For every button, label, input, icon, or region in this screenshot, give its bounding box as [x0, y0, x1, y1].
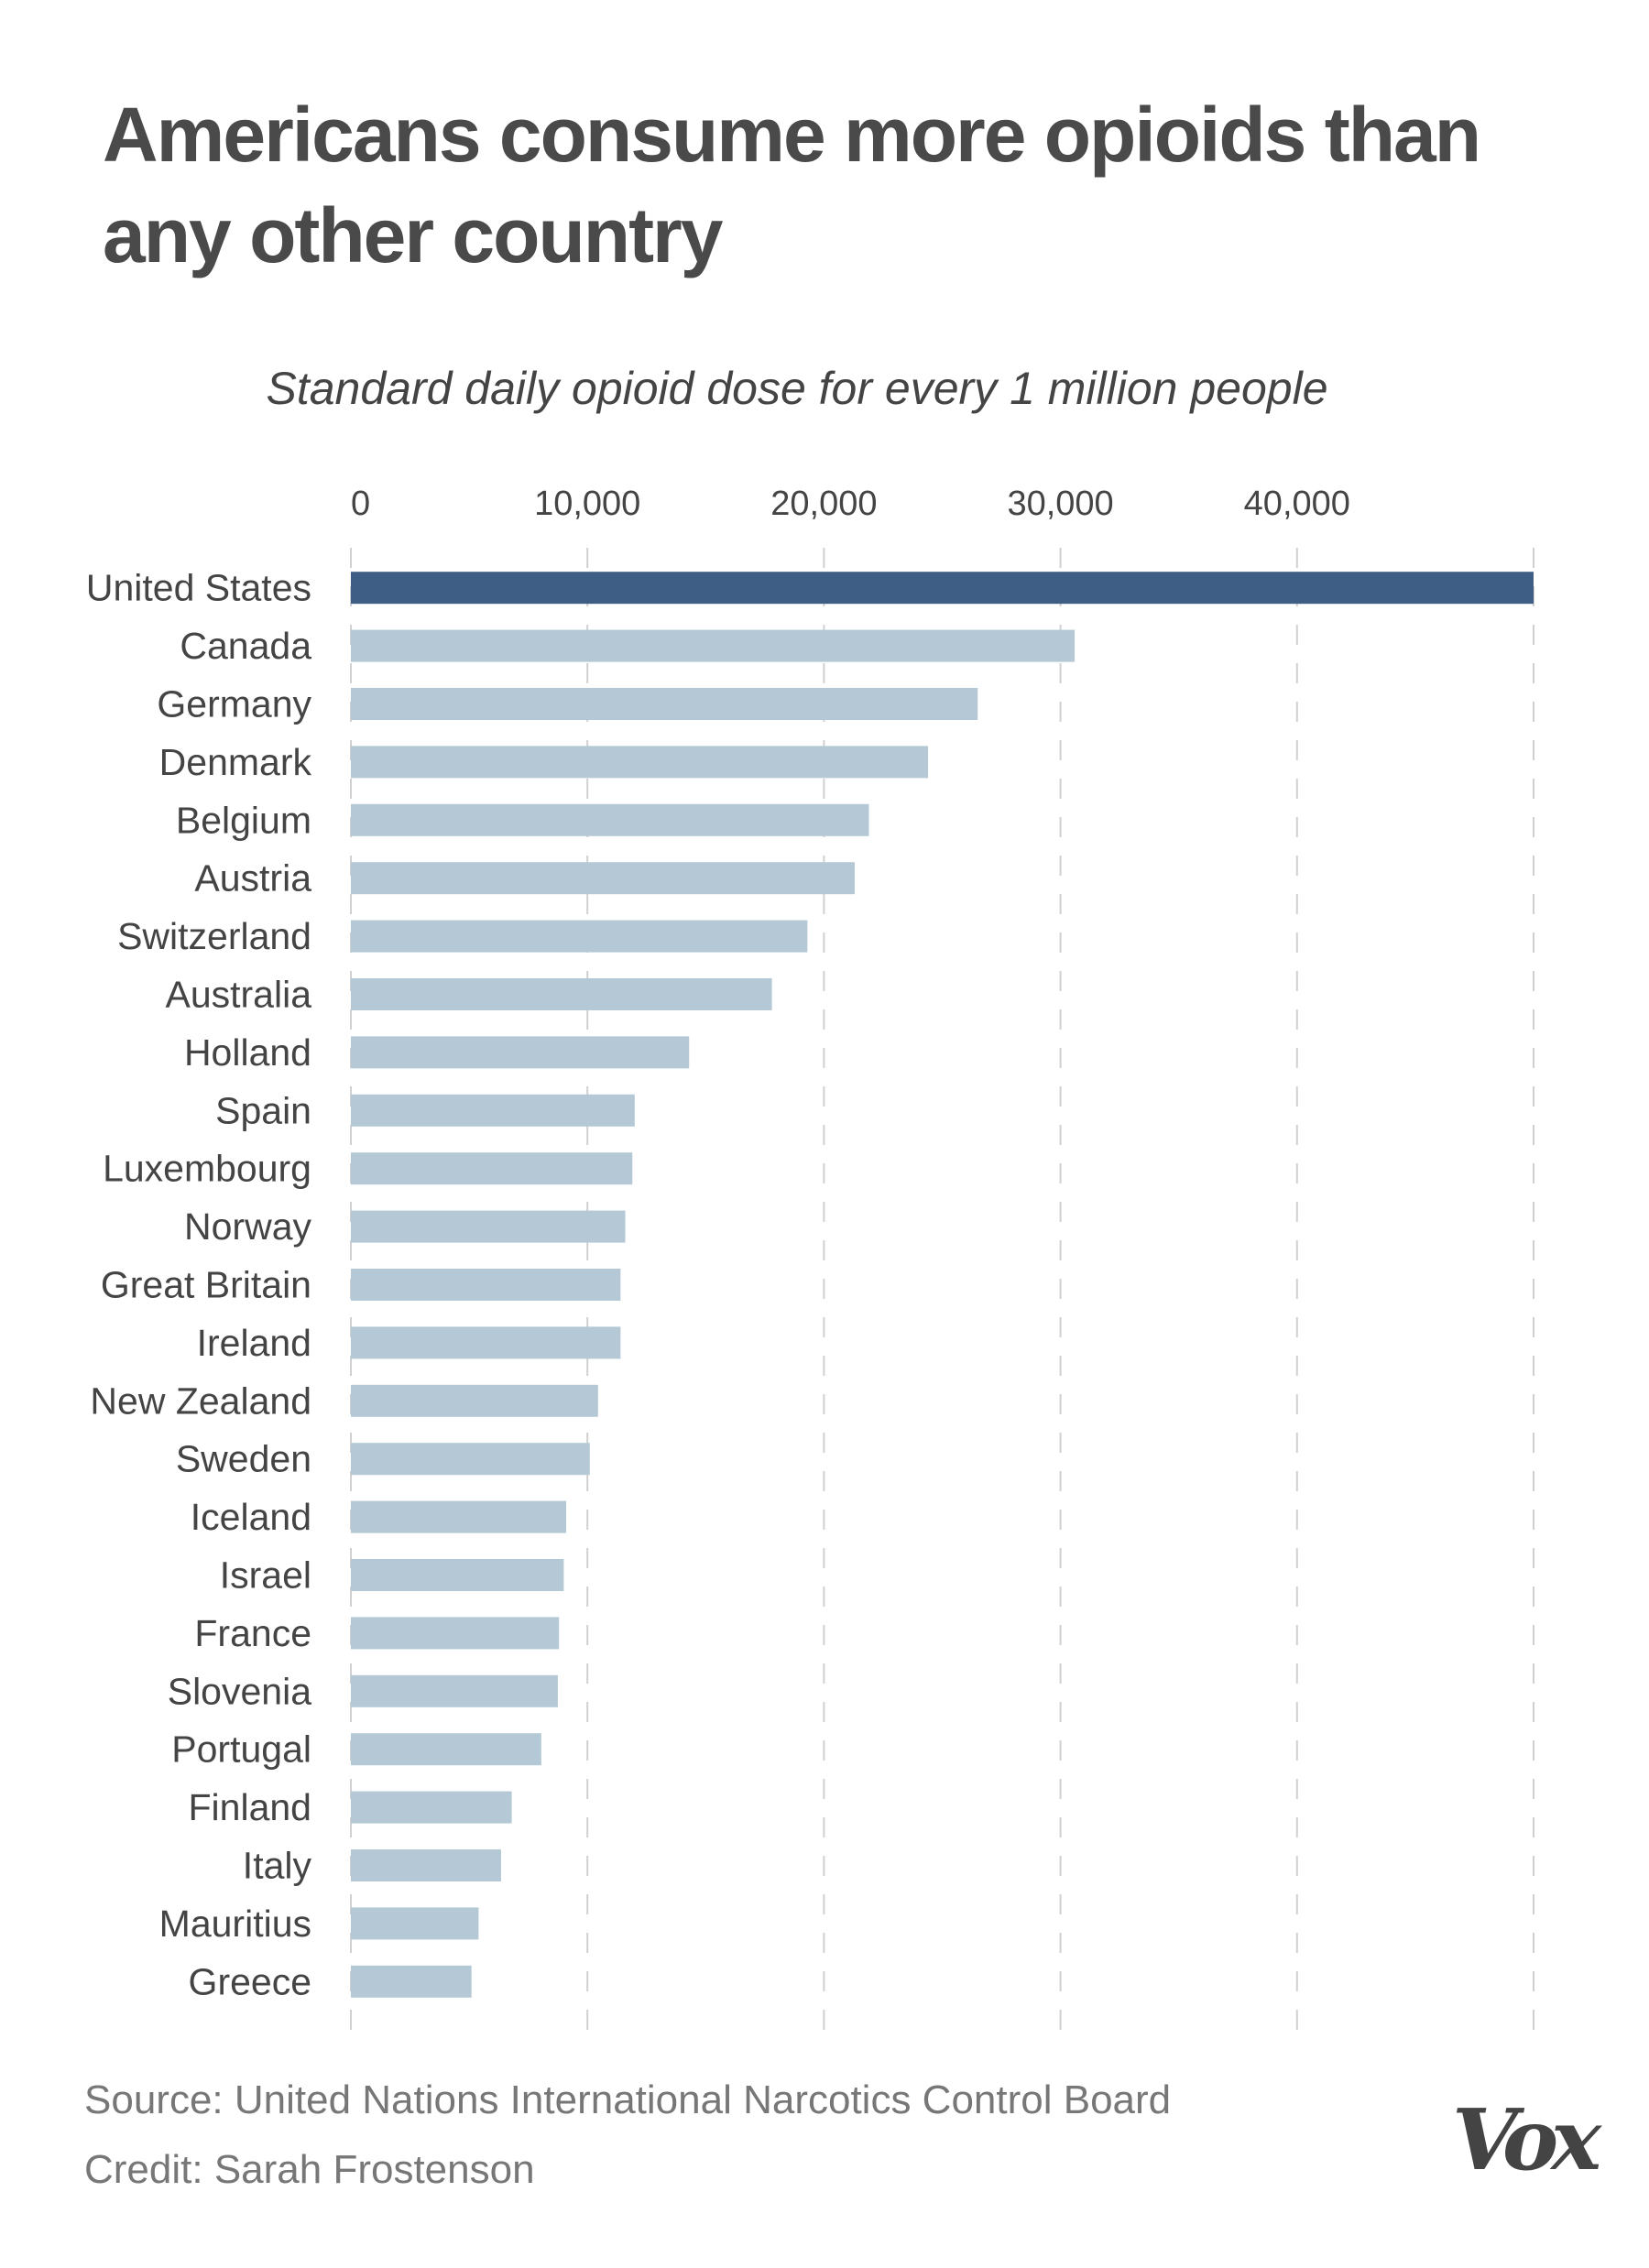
- category-label: Mauritius: [159, 1903, 311, 1945]
- category-label: Denmark: [159, 741, 312, 783]
- category-label: Switzerland: [117, 915, 311, 957]
- category-label: United States: [86, 567, 311, 609]
- bar: [351, 1269, 621, 1301]
- category-label: France: [194, 1612, 311, 1654]
- category-label: Portugal: [171, 1728, 311, 1771]
- category-label: Australia: [165, 974, 311, 1016]
- x-tick-label: 40,000: [1244, 485, 1350, 523]
- bar: [351, 1849, 501, 1881]
- bar: [351, 1733, 541, 1766]
- bar: [351, 1384, 598, 1417]
- bar: [351, 1036, 690, 1069]
- bar: [351, 572, 1534, 605]
- x-tick-label: 30,000: [1007, 485, 1113, 523]
- bar: [351, 629, 1076, 662]
- bar: [351, 1094, 635, 1127]
- bar: [351, 1965, 472, 1998]
- bar: [351, 1617, 560, 1650]
- category-label: Germany: [157, 683, 311, 725]
- bar: [351, 1500, 566, 1533]
- bar: [351, 746, 929, 779]
- category-label: Norway: [184, 1205, 311, 1248]
- category-label: Spain: [215, 1089, 311, 1131]
- bar: [351, 920, 808, 953]
- bar: [351, 1210, 626, 1243]
- category-label: Greece: [189, 1960, 311, 2002]
- bar: [351, 1559, 564, 1591]
- bar: [351, 1907, 479, 1940]
- x-tick-label: 10,000: [534, 485, 640, 523]
- bar: [351, 1326, 621, 1359]
- credit-note: Credit: Sarah Frostenson: [84, 2147, 535, 2192]
- category-label: Slovenia: [168, 1670, 311, 1712]
- category-label: Great Britain: [101, 1264, 311, 1306]
- bar: [351, 803, 869, 836]
- bar: [351, 1152, 633, 1185]
- category-label: Israel: [220, 1554, 311, 1597]
- category-label: Belgium: [176, 799, 311, 841]
- bar: [351, 862, 855, 895]
- x-tick-label: 20,000: [770, 485, 877, 523]
- category-label: New Zealand: [90, 1379, 311, 1422]
- bar-chart: 0 10,000 20,000 30,000 40,000 United States Ca…: [86, 485, 1534, 2034]
- category-label: Italy: [243, 1845, 312, 1887]
- chart-title: Americans consume more opioids than any …: [103, 92, 1481, 278]
- chart-subtitle: Standard daily opioid dose for every 1 m…: [266, 363, 1328, 414]
- bar: [351, 688, 978, 720]
- bar: [351, 1674, 558, 1707]
- x-tick-label: 0: [351, 485, 370, 523]
- bar: [351, 978, 772, 1010]
- category-label: Austria: [194, 857, 311, 900]
- source-note: Source: United Nations International Nar…: [84, 2077, 1172, 2122]
- category-label: Holland: [184, 1031, 311, 1074]
- category-label: Sweden: [176, 1438, 311, 1480]
- category-label: Iceland: [191, 1496, 311, 1538]
- vox-logo: Vox: [1452, 2090, 1601, 2189]
- category-label: Ireland: [197, 1322, 311, 1364]
- category-label: Canada: [180, 625, 311, 667]
- bar: [351, 1791, 512, 1824]
- bar: [351, 1443, 590, 1476]
- category-label: Finland: [189, 1786, 311, 1828]
- category-label: Luxembourg: [103, 1148, 311, 1190]
